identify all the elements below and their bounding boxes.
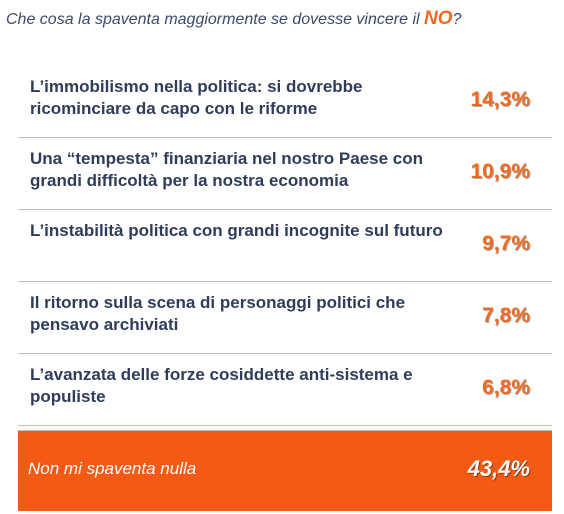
row-value: 9,7% (482, 232, 530, 255)
row-value: 10,9% (470, 160, 530, 183)
highlight-row: Non mi spaventa nulla 43,4% (18, 430, 552, 511)
question-emphasis: NO (424, 8, 453, 29)
row-label: Una “tempesta” finanziaria nel nostro Pa… (30, 149, 424, 190)
row-value: 6,8% (482, 376, 530, 399)
highlight-label: Non mi spaventa nulla (28, 459, 197, 478)
row-label: L’immobilismo nella politica: si dovrebb… (30, 77, 363, 118)
row-label: Il ritorno sulla scena di personaggi pol… (30, 293, 406, 334)
table-row: L’avanzata delle forze cosiddette anti-s… (18, 354, 552, 426)
answer-table: L’immobilismo nella politica: si dovrebb… (18, 66, 552, 426)
table-row: L’immobilismo nella politica: si dovrebb… (18, 66, 552, 138)
table-row: Il ritorno sulla scena di personaggi pol… (18, 282, 552, 354)
table-row: L’instabilità politica con grandi incogn… (18, 210, 552, 282)
question-prefix: Che cosa la spaventa maggiormente se dov… (6, 11, 424, 28)
table-row: Una “tempesta” finanziaria nel nostro Pa… (18, 138, 552, 210)
question-title: Che cosa la spaventa maggiormente se dov… (6, 8, 562, 30)
row-label: L’avanzata delle forze cosiddette anti-s… (30, 365, 413, 406)
highlight-value: 43,4% (467, 456, 530, 481)
question-suffix: ? (452, 11, 462, 28)
row-label: L’instabilità politica con grandi incogn… (30, 221, 443, 240)
row-value: 14,3% (470, 88, 530, 111)
row-value: 7,8% (482, 304, 530, 327)
